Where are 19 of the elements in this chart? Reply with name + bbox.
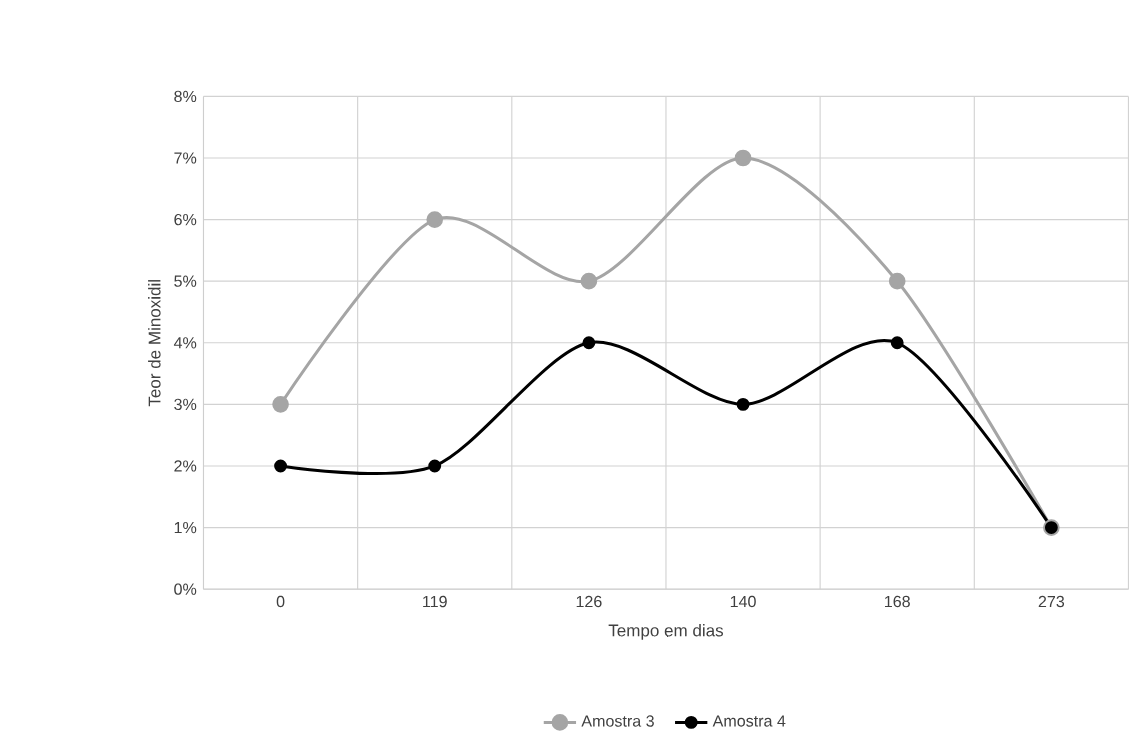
y-tick-label: 6% bbox=[174, 213, 197, 226]
y-tick-label: 5% bbox=[174, 275, 197, 287]
x-tick-label: 126 bbox=[576, 595, 602, 608]
y-axis-title: Teor de Minoxidil bbox=[148, 280, 161, 407]
y-tick-label: 0% bbox=[174, 583, 197, 595]
y-tick-label: 2% bbox=[174, 460, 197, 472]
y-tick-label: 1% bbox=[174, 521, 197, 534]
legend-label: Amostra 3 bbox=[581, 715, 654, 727]
x-tick-label: 0 bbox=[276, 595, 285, 608]
x-tick-label: 119 bbox=[423, 595, 447, 608]
x-tick-label: 168 bbox=[885, 595, 910, 608]
x-tick-label: 273 bbox=[1038, 595, 1065, 608]
x-axis-title: Tempo em dias bbox=[608, 623, 724, 640]
y-tick-label: 3% bbox=[174, 398, 197, 411]
y-tick-label: 8% bbox=[174, 90, 197, 103]
y-tick-label: 4% bbox=[173, 337, 197, 349]
legend-label: Amostra 4 bbox=[712, 715, 786, 727]
x-tick-label: 140 bbox=[730, 595, 756, 608]
y-tick-label: 7% bbox=[174, 152, 197, 164]
